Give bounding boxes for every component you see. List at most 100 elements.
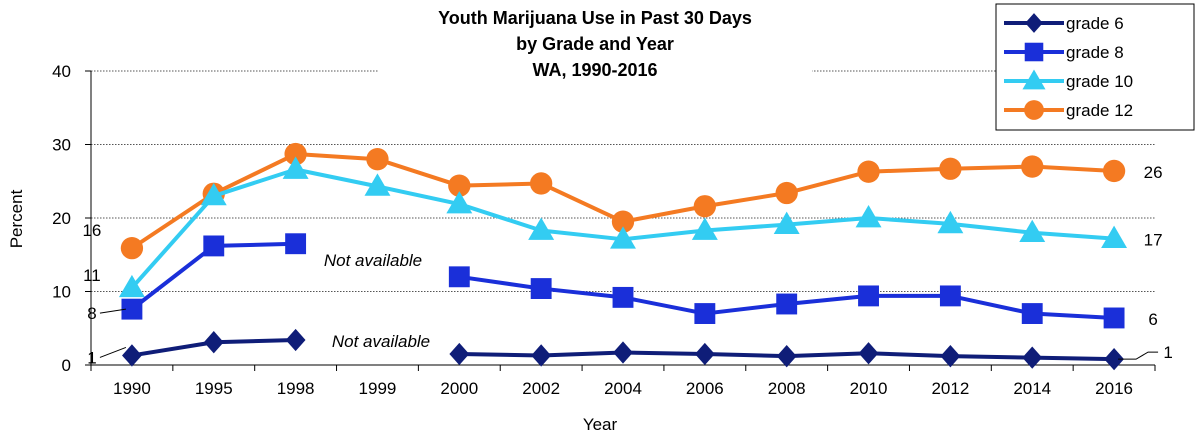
chart-title-line-3: WA, 1990-2016 <box>532 60 657 80</box>
point-grade-6-2002 <box>531 344 552 367</box>
point-grade-8-2002 <box>530 278 552 299</box>
annotation-not-available-grade-8: Not available <box>324 251 422 270</box>
x-tick-label-1999: 1999 <box>359 379 397 398</box>
x-tick-label-2012: 2012 <box>931 379 969 398</box>
x-tick-label-2014: 2014 <box>1013 379 1051 398</box>
x-tick-label-2006: 2006 <box>686 379 724 398</box>
point-grade-6-2016 <box>1104 347 1124 371</box>
point-grade-6-1998 <box>285 328 306 352</box>
point-grade-6-1990 <box>122 344 142 367</box>
point-grade-10-2016 <box>1101 225 1128 248</box>
point-grade-10-2006 <box>691 217 718 240</box>
end-label-grade-12: 26 <box>1144 163 1163 182</box>
point-grade-10-2000 <box>446 191 473 214</box>
point-grade-8-2010 <box>858 285 879 307</box>
point-grade-6-2010 <box>858 342 879 365</box>
axes: 0 10 20 30 40 1990 1995 1998 1999 2000 2002 2004 200… <box>52 62 1156 398</box>
annotations: Not available Not available <box>324 251 430 351</box>
point-grade-10-2002 <box>528 217 555 240</box>
point-grade-12-2006 <box>693 195 717 218</box>
start-leader-grade-8 <box>99 308 126 314</box>
legend-marker-grade-8 <box>1024 42 1044 62</box>
end-label-grade-8: 6 <box>1148 310 1157 329</box>
end-label-grade-10: 17 <box>1144 231 1163 250</box>
y-tick-label-0: 0 <box>62 356 71 375</box>
end-leader-grade-6 <box>1118 351 1159 360</box>
series-layer <box>118 142 1128 371</box>
point-grade-12-1998 <box>284 142 307 166</box>
legend-label-grade-8: grade 8 <box>1066 43 1124 62</box>
series-grade-10 <box>118 156 1128 298</box>
legend-marker-grade-10 <box>1022 69 1046 90</box>
x-tick-label-2004: 2004 <box>604 379 642 398</box>
point-grade-10-1990 <box>118 274 145 298</box>
series-grade-6 <box>122 328 1124 371</box>
point-grade-10-2008 <box>773 211 800 234</box>
point-grade-6-1995 <box>203 331 224 354</box>
start-label-grade-10: 11 <box>83 266 101 285</box>
legend-marker-grade-12 <box>1024 100 1044 120</box>
x-tick-label-1990: 1990 <box>113 379 151 398</box>
point-grade-12-2012 <box>939 157 962 180</box>
x-tick-label-2002: 2002 <box>522 379 560 398</box>
start-leader-grade-6 <box>99 346 127 358</box>
y-tick-label-30: 30 <box>52 136 71 155</box>
point-grade-12-2014 <box>1021 155 1044 178</box>
y-axis-label: Percent <box>7 189 26 248</box>
point-grade-10-1999 <box>364 173 391 196</box>
point-grade-8-2000 <box>448 266 470 288</box>
legend-label-grade-12: grade 12 <box>1066 101 1133 120</box>
point-grade-6-2006 <box>694 342 715 366</box>
point-grade-12-2010 <box>857 160 880 183</box>
start-label-grade-12: 16 <box>82 221 101 240</box>
point-grade-6-2008 <box>776 345 797 368</box>
series-grade-12 <box>120 142 1126 260</box>
legend-marker-grade-6 <box>1025 13 1043 33</box>
chart-title: Youth Marijuana Use in Past 30 Days by G… <box>378 0 812 88</box>
legend: grade 6 grade 8 grade 10 grade 12 <box>995 3 1195 131</box>
point-grade-6-2000 <box>449 342 470 366</box>
gridlines <box>91 70 1155 292</box>
y-tick-label-10: 10 <box>52 283 71 302</box>
point-grade-10-2010 <box>855 205 882 228</box>
point-grade-10-2004 <box>610 226 636 249</box>
end-label-grade-6: 1 <box>1163 343 1172 362</box>
point-grade-12-2000 <box>448 174 471 197</box>
point-grade-8-1995 <box>203 235 225 257</box>
start-label-grade-6: 1 <box>87 348 96 367</box>
point-grade-6-2012 <box>940 345 961 368</box>
point-grade-10-2014 <box>1019 219 1046 243</box>
point-grade-10-1998 <box>282 156 309 179</box>
point-grade-6-2004 <box>613 341 633 364</box>
point-grade-8-2012 <box>939 285 961 307</box>
chart-title-line-2: by Grade and Year <box>516 34 674 54</box>
point-grade-8-2004 <box>612 286 634 308</box>
x-tick-label-2000: 2000 <box>440 379 478 398</box>
x-tick-label-1998: 1998 <box>277 379 315 398</box>
point-grade-12-1999 <box>366 148 389 171</box>
point-grade-10-2012 <box>937 210 964 234</box>
point-grade-8-2006 <box>694 303 716 324</box>
annotation-not-available-grade-6: Not available <box>332 332 430 351</box>
y-tick-label-40: 40 <box>52 62 71 81</box>
start-label-grade-8: 8 <box>87 304 96 323</box>
chart-title-line-1: Youth Marijuana Use in Past 30 Days <box>438 8 752 28</box>
point-grade-8-2016 <box>1103 307 1125 329</box>
x-tick-label-2010: 2010 <box>850 379 888 398</box>
point-grade-12-2002 <box>529 172 553 195</box>
point-grade-12-1990 <box>120 236 144 260</box>
x-tick-label-2008: 2008 <box>768 379 806 398</box>
x-tick-label-1995: 1995 <box>195 379 233 398</box>
series-grade-8 <box>121 233 1125 329</box>
point-grade-12-2008 <box>775 181 798 205</box>
point-grade-8-2014 <box>1021 303 1043 324</box>
legend-label-grade-6: grade 6 <box>1066 14 1124 33</box>
point-grade-6-2014 <box>1022 346 1043 369</box>
x-axis-label: Year <box>583 415 618 434</box>
point-grade-8-1998 <box>285 233 307 255</box>
y-tick-label-20: 20 <box>52 209 71 228</box>
legend-label-grade-10: grade 10 <box>1066 72 1133 91</box>
point-grade-10-1995 <box>200 182 227 206</box>
